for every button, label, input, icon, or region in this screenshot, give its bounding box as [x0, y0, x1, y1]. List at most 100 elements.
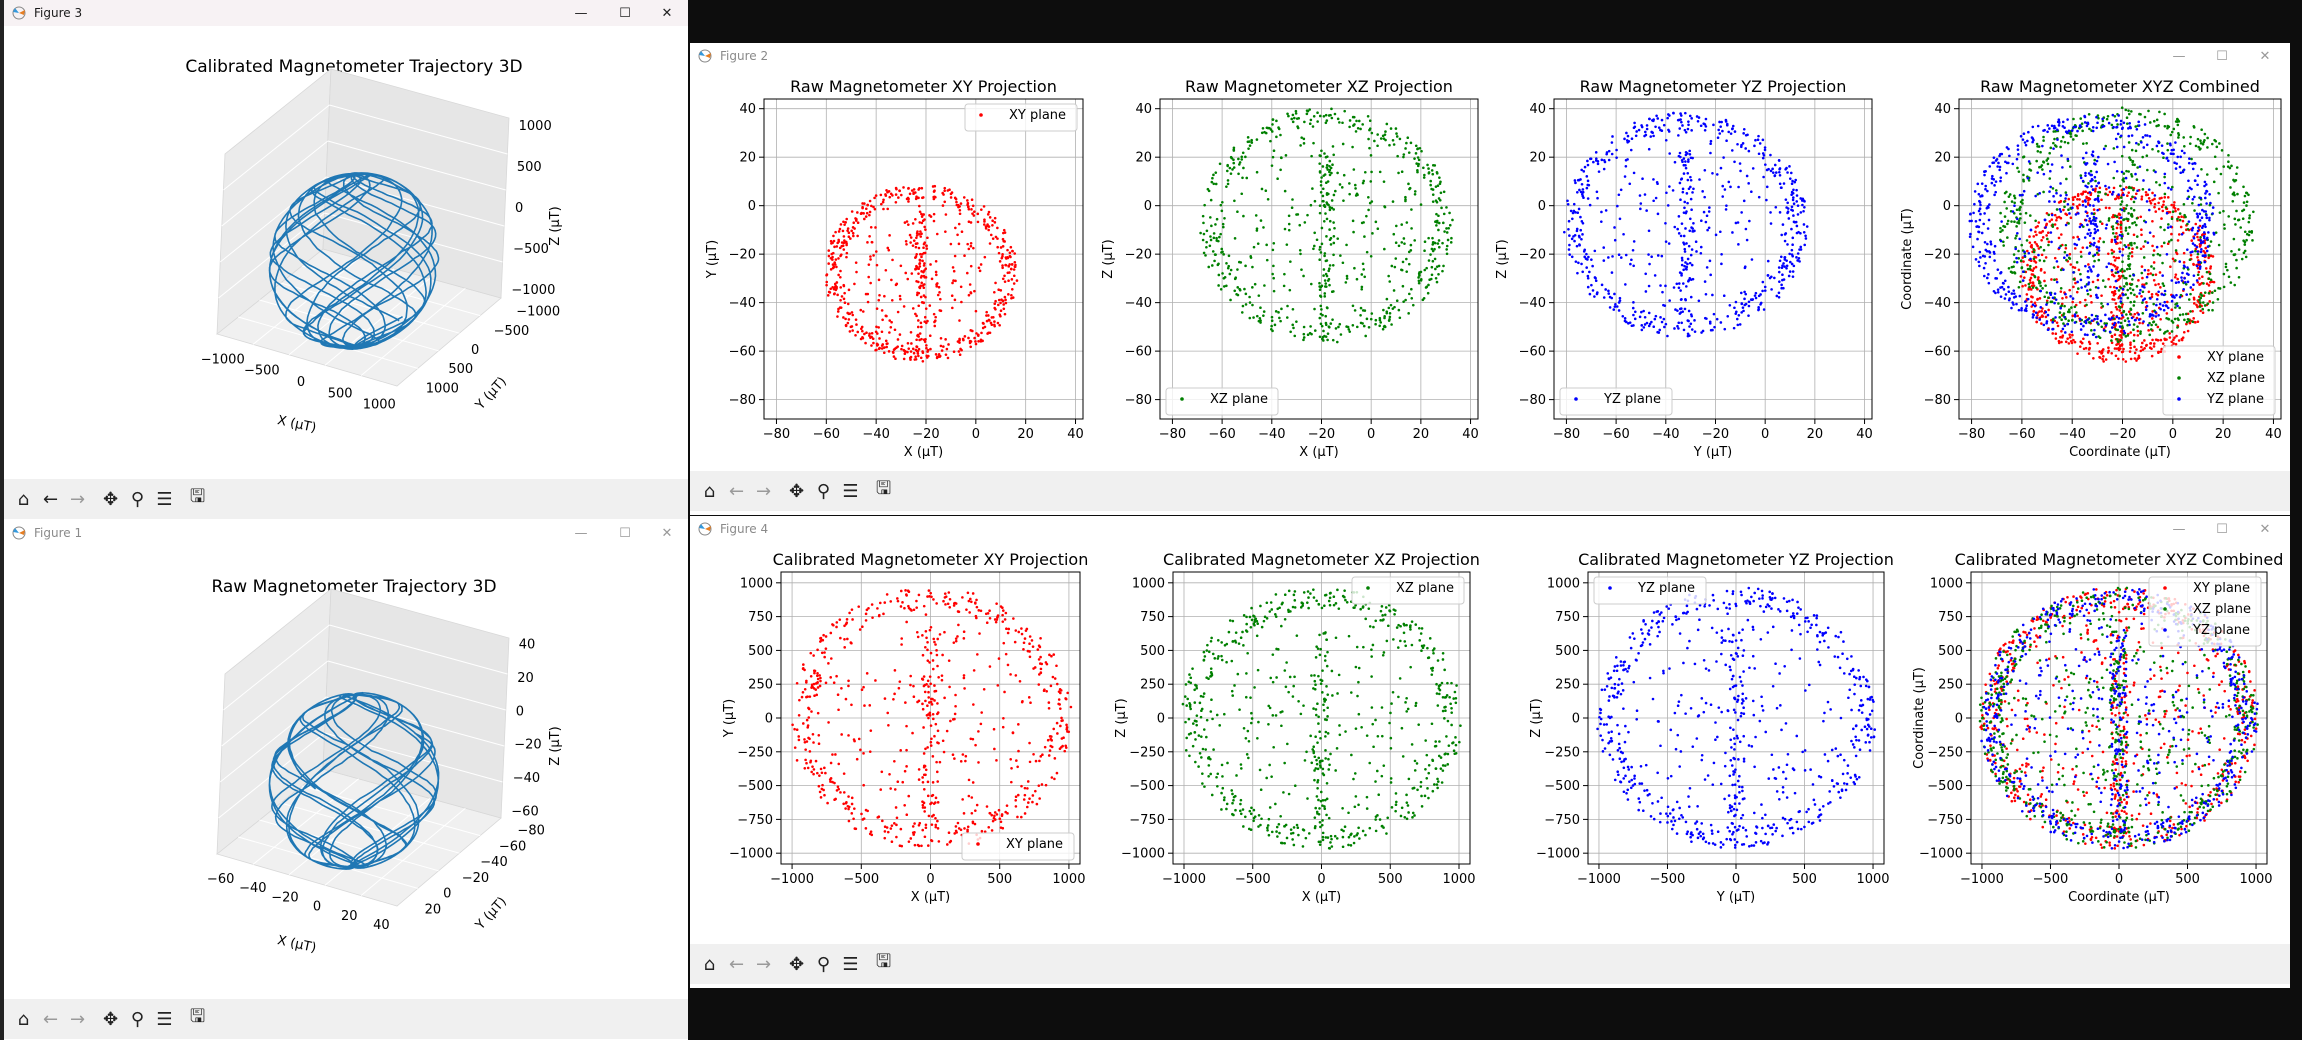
data-point: [1578, 235, 1581, 239]
data-point: [1677, 327, 1680, 330]
data-point: [1430, 265, 1434, 269]
home-icon[interactable]: ⌂: [17, 488, 30, 510]
data-point: [912, 239, 916, 242]
data-point: [997, 303, 1000, 307]
data-point: [2115, 237, 2119, 240]
data-point: [1633, 121, 1636, 125]
forward-arrow-icon[interactable]: →: [69, 1008, 86, 1030]
title-bar[interactable]: Figure 3 — ☐ ✕: [4, 0, 688, 26]
data-point: [1743, 297, 1746, 301]
save-icon[interactable]: 🖫: [875, 478, 892, 499]
home-icon[interactable]: ⌂: [703, 480, 716, 502]
data-point: [2135, 359, 2138, 362]
data-point: [2252, 210, 2255, 214]
maximize-button[interactable]: ☐: [2216, 521, 2228, 537]
data-point: [1245, 176, 1249, 180]
figure-canvas[interactable]: Raw Magnetometer Trajectory 3D−60−40−200…: [4, 546, 688, 999]
data-point: [2052, 194, 2055, 198]
minimize-button[interactable]: —: [574, 525, 588, 541]
data-point: [1383, 205, 1387, 209]
save-icon[interactable]: 🖫: [189, 1006, 206, 1027]
data-point: [2162, 200, 2166, 203]
forward-arrow-icon[interactable]: →: [69, 488, 86, 510]
save-icon[interactable]: 🖫: [189, 486, 206, 507]
data-point: [935, 285, 939, 288]
data-point: [1699, 245, 1703, 249]
data-point: [920, 301, 924, 304]
data-point: [2133, 300, 2136, 304]
home-icon[interactable]: ⌂: [17, 1008, 30, 1030]
data-point: [966, 203, 969, 207]
data-point: [1690, 226, 1693, 229]
data-point: [1309, 282, 1313, 286]
data-point: [1642, 326, 1646, 329]
data-point: [2104, 313, 2107, 317]
data-point: [1790, 190, 1794, 194]
data-point: [1799, 211, 1803, 214]
back-arrow-icon[interactable]: ←: [42, 1008, 59, 1030]
maximize-button[interactable]: ☐: [2216, 48, 2228, 64]
pan-icon[interactable]: ✥: [102, 488, 119, 510]
maximize-button[interactable]: ☐: [619, 525, 631, 541]
data-point: [1983, 212, 1986, 215]
data-point: [1319, 312, 1323, 316]
data-point: [1321, 337, 1324, 341]
data-point: [926, 350, 929, 353]
minimize-button[interactable]: —: [2172, 48, 2186, 64]
figure-canvas[interactable]: −1000 −500 0 500 1000−1000−750−500−250025050…: [690, 542, 2290, 944]
data-point: [1569, 209, 1573, 213]
data-point: [1259, 306, 1262, 309]
data-point: [2056, 128, 2059, 132]
data-point: [1639, 202, 1643, 205]
configure-subplots-icon[interactable]: ☰: [842, 480, 859, 502]
data-point: [946, 356, 950, 360]
data-point: [2072, 285, 2075, 289]
data-point: [2079, 117, 2083, 120]
zoom-icon[interactable]: ⚲: [130, 488, 145, 510]
data-point: [2135, 178, 2139, 181]
data-point: [1747, 182, 1750, 185]
maximize-button[interactable]: ☐: [619, 5, 631, 21]
title-bar[interactable]: Figure 2 — ☐ ✕: [690, 43, 2290, 69]
close-button[interactable]: ✕: [2259, 48, 2271, 64]
title-bar[interactable]: Figure 4 — ☐ ✕: [690, 516, 2290, 542]
data-point: [2204, 210, 2208, 213]
configure-subplots-icon[interactable]: ☰: [156, 488, 173, 510]
data-point: [2145, 154, 2149, 158]
zoom-icon[interactable]: ⚲: [816, 480, 831, 502]
data-point: [1667, 242, 1671, 245]
figure-canvas[interactable]: Calibrated Magnetometer Trajectory 3D−10…: [4, 26, 688, 479]
pan-icon[interactable]: ✥: [788, 480, 805, 502]
close-button[interactable]: ✕: [661, 5, 673, 21]
y-tick-label: 0: [471, 343, 479, 358]
data-point: [2015, 208, 2019, 212]
configure-subplots-icon[interactable]: ☰: [156, 1008, 173, 1030]
close-button[interactable]: ✕: [661, 525, 673, 541]
pan-icon[interactable]: ✥: [102, 1008, 119, 1030]
close-button[interactable]: ✕: [2259, 521, 2271, 537]
data-point: [2119, 119, 2123, 123]
data-point: [1279, 156, 1283, 159]
data-point: [1788, 177, 1792, 180]
title-bar[interactable]: Figure 1 — ☐ ✕: [4, 520, 688, 546]
data-point: [875, 307, 879, 310]
data-point: [1383, 133, 1387, 136]
minimize-button[interactable]: —: [574, 5, 588, 21]
minimize-button[interactable]: —: [2172, 521, 2186, 537]
back-arrow-icon[interactable]: ←: [728, 480, 745, 502]
data-point: [2051, 187, 2055, 190]
data-point: [914, 255, 918, 258]
data-point: [2122, 193, 2125, 197]
data-point: [1785, 166, 1788, 170]
zoom-icon[interactable]: ⚲: [130, 1008, 145, 1030]
data-point: [2143, 240, 2147, 243]
data-point: [1996, 165, 1999, 168]
back-arrow-icon[interactable]: ←: [42, 488, 59, 510]
data-point: [2110, 316, 2114, 320]
data-point: [956, 233, 959, 237]
forward-arrow-icon[interactable]: →: [755, 480, 772, 502]
data-point: [1430, 247, 1434, 251]
data-point: [1666, 334, 1669, 338]
data-point: [1742, 127, 1746, 131]
